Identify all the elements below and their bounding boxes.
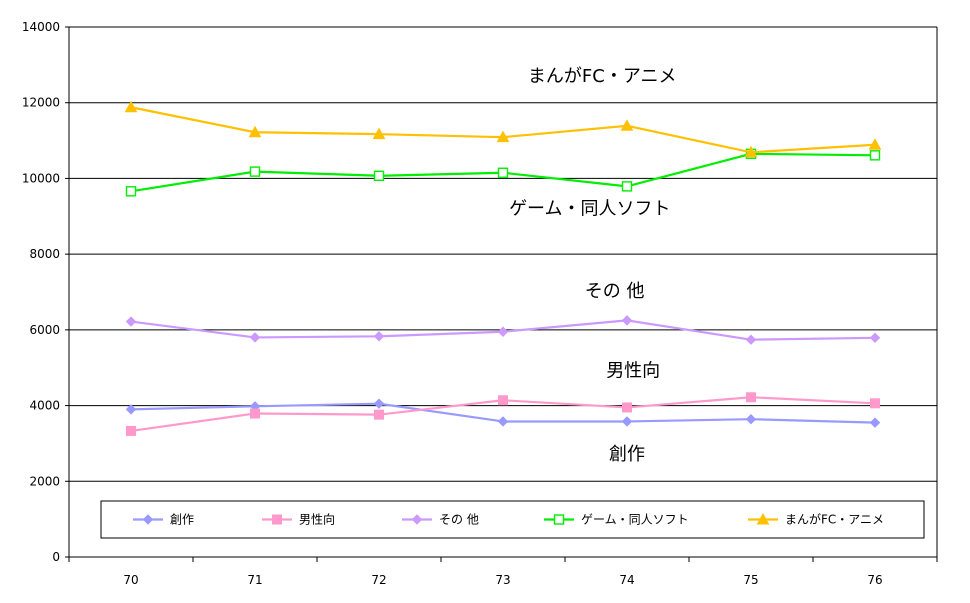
data-point [249,166,261,177]
legend-marker [756,512,770,525]
x-tick-label: 74 [619,573,634,587]
legend-label: 創作 [170,513,194,527]
legend-label: まんがFC・アニメ [785,512,884,527]
x-axis-ticks: 70 71 72 73 74 75 76 [68,557,938,587]
data-point [373,398,385,409]
series-2 [126,392,880,436]
legend-marker [272,514,282,525]
legend-label: その 他 [439,513,479,527]
data-point [746,392,756,403]
legend-item: その 他 [402,513,479,527]
series-group [124,100,882,436]
legend-box [100,500,925,539]
data-point [250,408,260,419]
data-point [621,315,633,326]
y-axis-ticks: 0 2000 4000 6000 8000 10000 12000 14000 [22,20,69,564]
data-point [745,334,757,345]
legend-item: 創作 [133,513,194,527]
y-tick-label: 12000 [22,96,60,110]
data-point [870,398,880,409]
data-point [124,100,138,113]
data-point [869,417,881,428]
series-annotation: 男性向 [606,360,660,381]
legend-item: ゲーム・同人ソフト [544,513,689,527]
legend-item: 男性向 [262,512,335,527]
legend-marker [411,514,423,525]
data-point [373,170,385,181]
data-point [869,150,881,161]
series-line [130,106,876,154]
data-point [373,331,385,342]
y-tick-label: 6000 [29,323,60,337]
legend-label: 男性向 [299,512,335,527]
data-point [497,416,509,427]
y-tick-label: 4000 [29,399,60,413]
data-point [248,125,262,138]
series-annotation: まんがFC・アニメ [528,66,677,87]
series-annotation: ゲーム・同人ソフト [509,198,670,219]
data-point [372,127,386,140]
x-tick-label: 71 [247,573,262,587]
series-annotation: 創作 [609,444,645,465]
y-tick-label: 10000 [22,171,60,185]
x-tick-label: 76 [867,573,882,587]
data-point [249,332,261,343]
data-point [374,409,384,420]
series-5 [124,100,882,158]
data-point [496,130,510,143]
data-point [125,404,137,415]
series-annotation: その 他 [585,281,645,302]
y-tick-label: 2000 [29,474,60,488]
grid-lines [69,26,937,482]
legend-marker [553,514,565,525]
data-point [622,402,632,413]
data-point [497,326,509,337]
data-point [125,186,137,197]
series-4 [125,148,881,197]
data-point [498,395,508,406]
data-point [126,425,136,436]
series-3 [125,315,881,345]
legend-item: まんがFC・アニメ [748,512,884,527]
data-point [621,181,633,192]
y-tick-label: 0 [52,550,60,564]
data-point [869,332,881,344]
y-tick-label: 14000 [22,20,60,34]
data-point [497,167,509,178]
y-tick-label: 8000 [29,247,60,261]
legend: 創作 男性向 その 他 ゲーム・同人ソフト まんがFC・アニメ [100,500,925,539]
data-point [745,413,757,425]
data-point [868,138,882,150]
data-point [744,145,758,158]
data-point [621,416,633,427]
x-tick-label: 70 [123,573,138,587]
x-tick-label: 72 [371,573,386,587]
legend-label: ゲーム・同人ソフト [581,513,689,527]
series-1 [125,398,881,428]
x-tick-label: 73 [495,573,510,587]
x-tick-label: 75 [743,573,758,587]
data-point [125,316,137,327]
axes [68,27,938,558]
data-point [620,119,634,131]
legend-marker [142,514,154,525]
